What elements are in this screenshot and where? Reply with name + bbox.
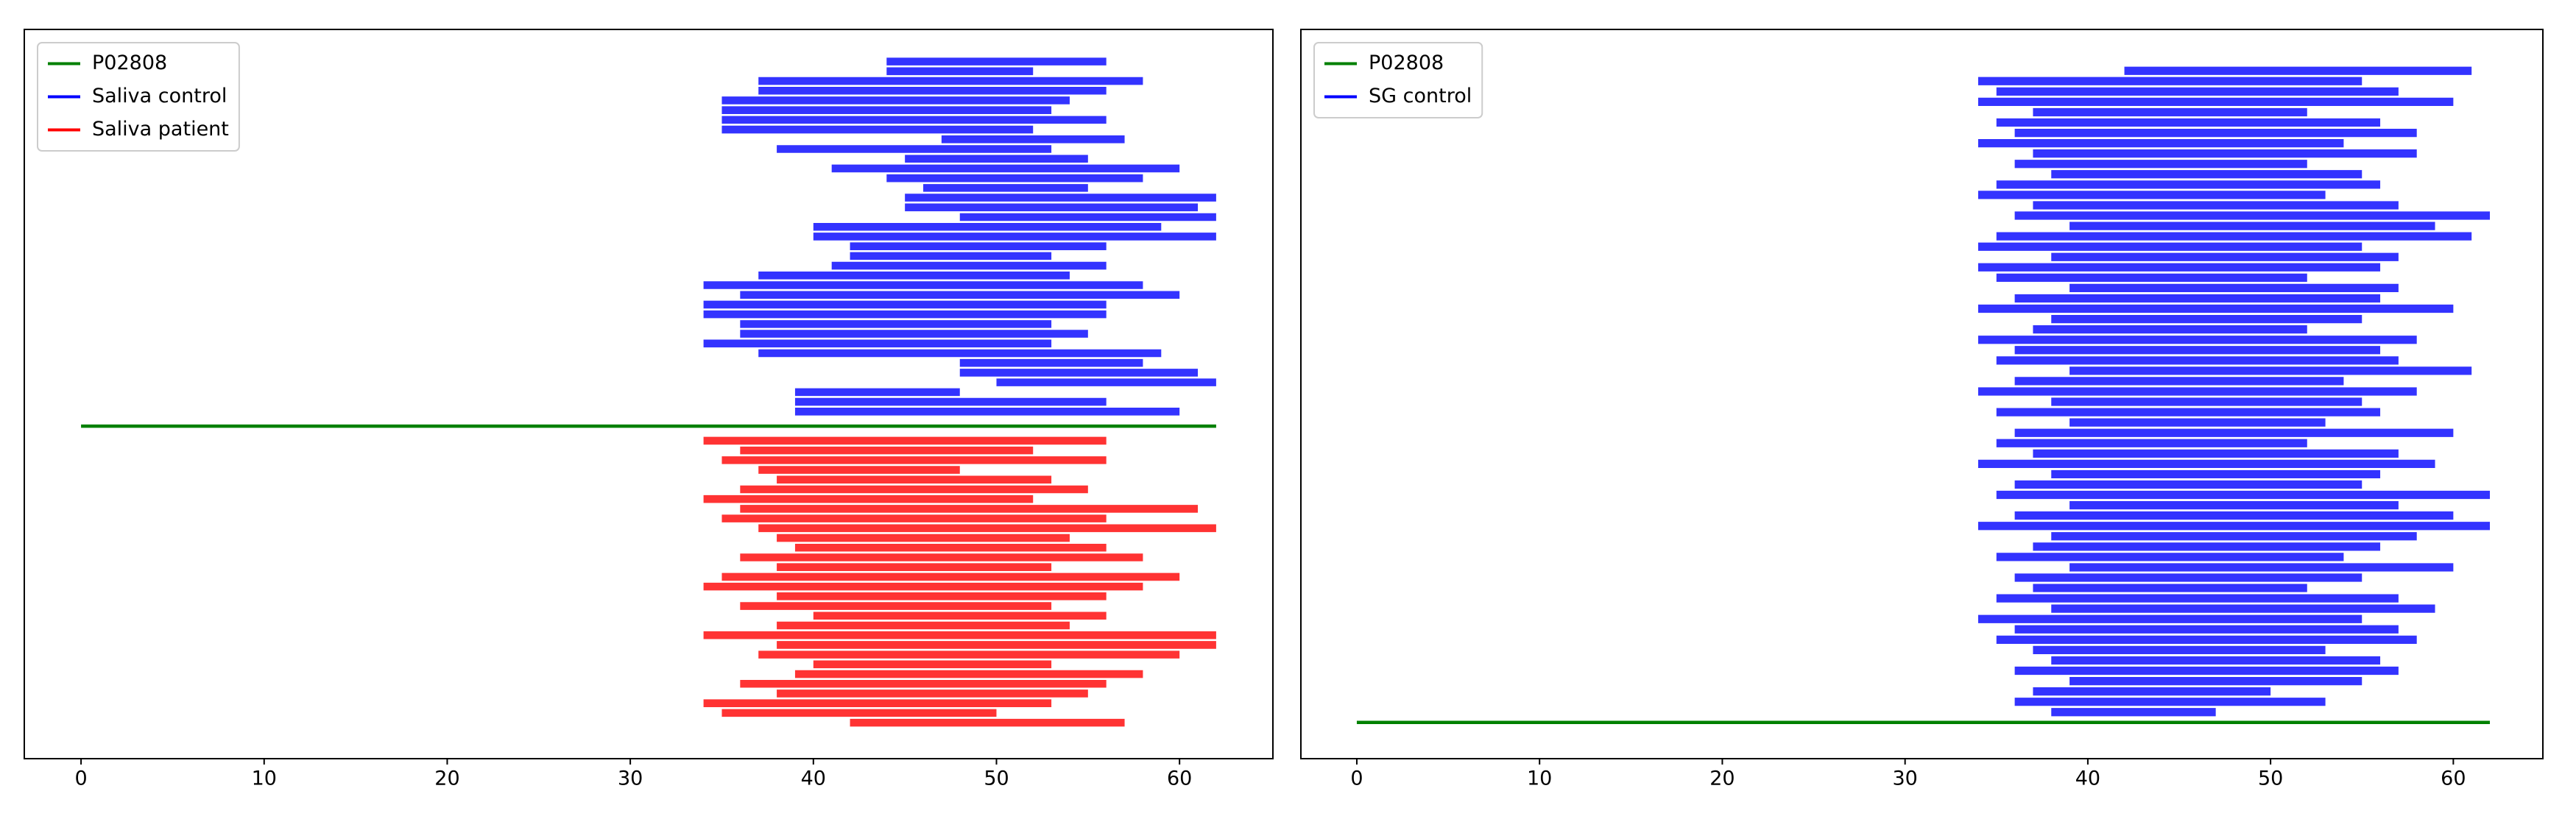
legend-label: Saliva patient (92, 118, 229, 141)
panel: 0 10 20 30 40 50 60 P02808 SG control (1300, 29, 2544, 790)
x-tick-label: 0 (74, 767, 87, 790)
x-tick-label: 50 (2258, 767, 2283, 790)
x-tick-label: 20 (434, 767, 459, 790)
panel: 0 10 20 30 40 50 60 P02808 Saliva control Saliva … (24, 29, 1274, 790)
x-tick-label: 60 (1167, 767, 1192, 790)
x-tick-label: 20 (1709, 767, 1735, 790)
axes-frame (1300, 29, 2544, 759)
legend: P02808 SG control (1313, 42, 1483, 118)
x-tick-label: 10 (1527, 767, 1552, 790)
legend: P02808 Saliva control Saliva patient (37, 42, 240, 152)
legend-frame (1313, 42, 1483, 118)
legend-label: P02808 (92, 52, 167, 74)
x-tick-label: 40 (801, 767, 826, 790)
legend-label: Saliva control (92, 85, 227, 107)
x-tick-label: 0 (1350, 767, 1363, 790)
x-tick-label: 30 (1892, 767, 1917, 790)
legend-label: P02808 (1369, 52, 1444, 74)
axes-frame (24, 29, 1274, 759)
x-tick-label: 50 (984, 767, 1009, 790)
legend-frame (37, 42, 240, 152)
x-tick-label: 30 (618, 767, 643, 790)
legend-label: SG control (1369, 85, 1472, 107)
x-tick-label: 60 (2441, 767, 2466, 790)
x-tick-label: 10 (252, 767, 277, 790)
x-tick-label: 40 (2075, 767, 2100, 790)
